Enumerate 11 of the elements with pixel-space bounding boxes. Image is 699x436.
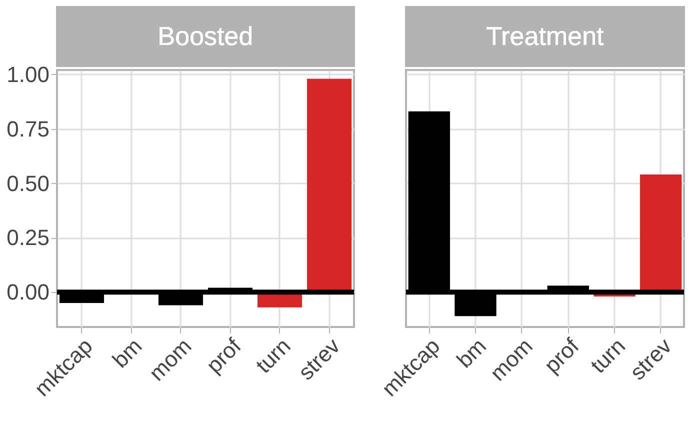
y-tick-label: 0.00 <box>6 280 50 305</box>
x-tick-label: turn <box>586 333 630 378</box>
y-tick-label: 0.25 <box>6 225 50 250</box>
x-tick-label: turn <box>250 333 296 378</box>
x-tick-label: bm <box>452 333 492 373</box>
chart-title: Boosted <box>158 21 254 51</box>
x-tick-label: bm <box>108 333 147 373</box>
y-tick-label: 1.00 <box>6 62 50 87</box>
y-tick-label: 0.50 <box>6 170 50 196</box>
chart-title: Treatment <box>486 21 605 51</box>
y-tick-label: 0.75 <box>6 116 50 142</box>
